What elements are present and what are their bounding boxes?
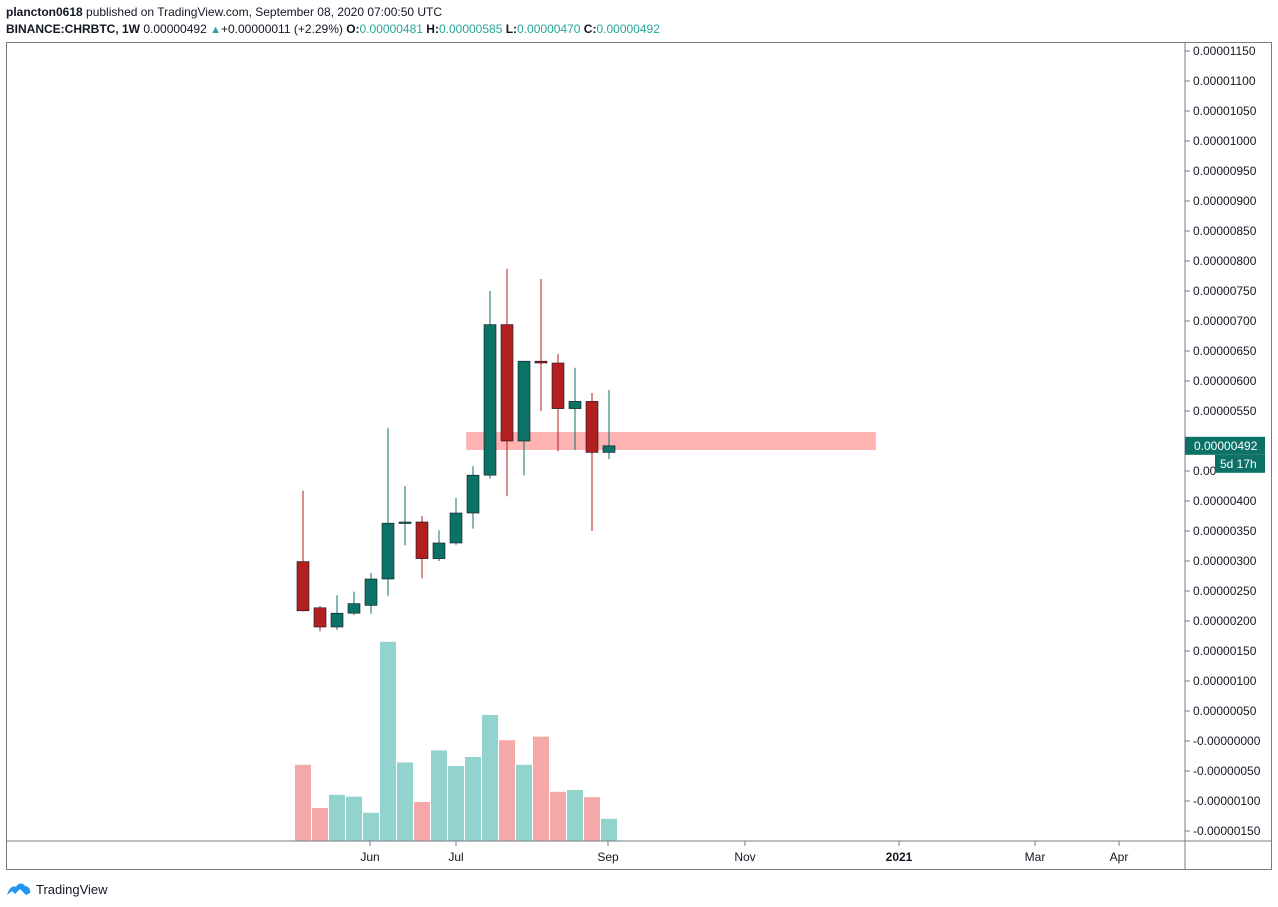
candle-body	[415, 521, 429, 559]
price-tick-label: -0.00000050	[1193, 764, 1261, 778]
candle-body	[364, 578, 378, 606]
current-price: 0.00000492	[143, 22, 207, 36]
last-price-tag-label: 0.00000492	[1194, 439, 1258, 453]
high-value: 0.00000585	[438, 22, 503, 36]
price-tick-label: 0.00000900	[1193, 194, 1257, 208]
candle-body	[347, 603, 361, 614]
price-tick-label: 0.00000150	[1193, 644, 1257, 658]
high-label: H:	[426, 22, 439, 36]
price-tick-label: 0.00000050	[1193, 704, 1257, 718]
support-zone	[466, 432, 876, 450]
candle-body	[296, 561, 310, 612]
volume-bar	[516, 764, 532, 841]
price-tick-label: 0.00001000	[1193, 134, 1257, 148]
tradingview-logo-icon	[7, 883, 31, 895]
candle-body	[466, 474, 480, 514]
price-tick-label: 0.00000300	[1193, 554, 1257, 568]
price-tick-label: 0.00000650	[1193, 344, 1257, 358]
price-tick-label: 0.00000700	[1193, 314, 1257, 328]
volume-bar	[397, 762, 413, 841]
candle-body	[534, 360, 548, 364]
volume-bar	[567, 790, 583, 841]
time-tick-label: 2021	[886, 850, 913, 864]
price-tick-label: 0.00000350	[1193, 524, 1257, 538]
low-value: 0.00000470	[517, 22, 581, 36]
symbol-line: BINANCE:CHRBTC, 1W 0.00000492 ▲+0.000000…	[6, 21, 1186, 39]
candle-body	[398, 521, 412, 524]
candle-body	[500, 324, 514, 442]
price-chart[interactable]: 0.00001150 0.00001100 0.00001050 0.00001000…	[7, 43, 1271, 869]
price-tick-label: -0.00000000	[1193, 734, 1261, 748]
countdown-tag	[1215, 454, 1265, 473]
volume-bar	[380, 641, 396, 841]
publish-line: plancton0618 published on TradingView.co…	[6, 4, 1186, 21]
last-price-tag	[1185, 436, 1265, 455]
candle-body	[602, 445, 616, 453]
volume-bar	[448, 766, 464, 841]
price-tick-label: 0.00001150	[1193, 44, 1256, 58]
candle-body	[432, 542, 446, 559]
volume-bar	[482, 715, 498, 841]
chart-frame[interactable]: 0.00001150 0.00001100 0.00001050 0.00001000…	[6, 42, 1272, 870]
candle-body	[585, 401, 599, 453]
volume-bar	[363, 812, 379, 841]
close-label: C:	[583, 22, 597, 36]
volume-bar	[295, 764, 311, 841]
volume-bar	[584, 797, 600, 841]
price-tick-label: 0.00000750	[1193, 284, 1257, 298]
price-tick-label: -0.00000150	[1193, 824, 1261, 838]
candle-body	[381, 522, 395, 580]
time-tick-label: Jun	[360, 850, 379, 864]
price-tick-label: 0.00000400	[1193, 494, 1257, 508]
close-value: 0.00000492	[596, 22, 660, 36]
time-tick-label: Jul	[448, 850, 463, 864]
chart-header: plancton0618 published on TradingView.co…	[6, 4, 1186, 40]
up-triangle-icon: ▲	[210, 24, 221, 36]
volume-bar	[550, 791, 566, 841]
price-tick-label: 0.00000250	[1193, 584, 1257, 598]
price-tick-label: 0.00000200	[1193, 614, 1257, 628]
price-tick-label: 0.00000600	[1193, 374, 1257, 388]
volume-bar	[414, 802, 430, 841]
footer: TradingView	[6, 878, 108, 900]
open-value: 0.00000481	[359, 22, 423, 36]
candle-body	[449, 512, 463, 544]
author-name[interactable]: plancton0618	[6, 5, 83, 19]
volume-bar	[465, 757, 481, 841]
publish-info: published on TradingView.com, September …	[82, 5, 443, 19]
time-tick-label: Mar	[1025, 850, 1046, 864]
volume-bar	[329, 794, 345, 841]
low-label: L:	[505, 22, 518, 36]
price-tick-label: 0.00001100	[1193, 74, 1256, 88]
candle-body	[330, 612, 344, 628]
candle-body	[568, 401, 582, 409]
time-tick-label: Apr	[1110, 850, 1129, 864]
price-change: +0.00000011 (+2.29%)	[220, 22, 343, 36]
open-label: O:	[346, 22, 360, 36]
volume-bar	[499, 740, 515, 841]
price-tick-label-partial: 0.00	[1193, 464, 1217, 478]
volume-bar	[431, 750, 447, 841]
price-tick-label: 0.00000800	[1193, 254, 1257, 268]
symbol-label[interactable]: BINANCE:CHRBTC, 1W	[6, 22, 140, 36]
volume-bar	[346, 796, 362, 841]
price-tick-label: 0.00000850	[1193, 224, 1257, 238]
candle-body	[517, 360, 531, 442]
tradingview-brand[interactable]: TradingView	[36, 881, 108, 897]
candle-body	[313, 607, 327, 628]
time-tick-label: Nov	[734, 850, 755, 864]
time-tick-label: Sep	[597, 850, 619, 864]
price-tick-label: -0.00000100	[1193, 794, 1261, 808]
candle-body	[483, 324, 497, 476]
volume-bar	[312, 808, 328, 841]
price-tick-label: 0.00000550	[1193, 404, 1257, 418]
price-tick-label: 0.00000950	[1193, 164, 1257, 178]
volume-bar	[601, 818, 617, 841]
price-tick-label: 0.00000100	[1193, 674, 1257, 688]
countdown-tag-label: 5d 17h	[1220, 457, 1257, 471]
price-tick-label: 0.00001050	[1193, 104, 1257, 118]
candle-body	[551, 362, 565, 409]
volume-bar	[533, 736, 549, 841]
